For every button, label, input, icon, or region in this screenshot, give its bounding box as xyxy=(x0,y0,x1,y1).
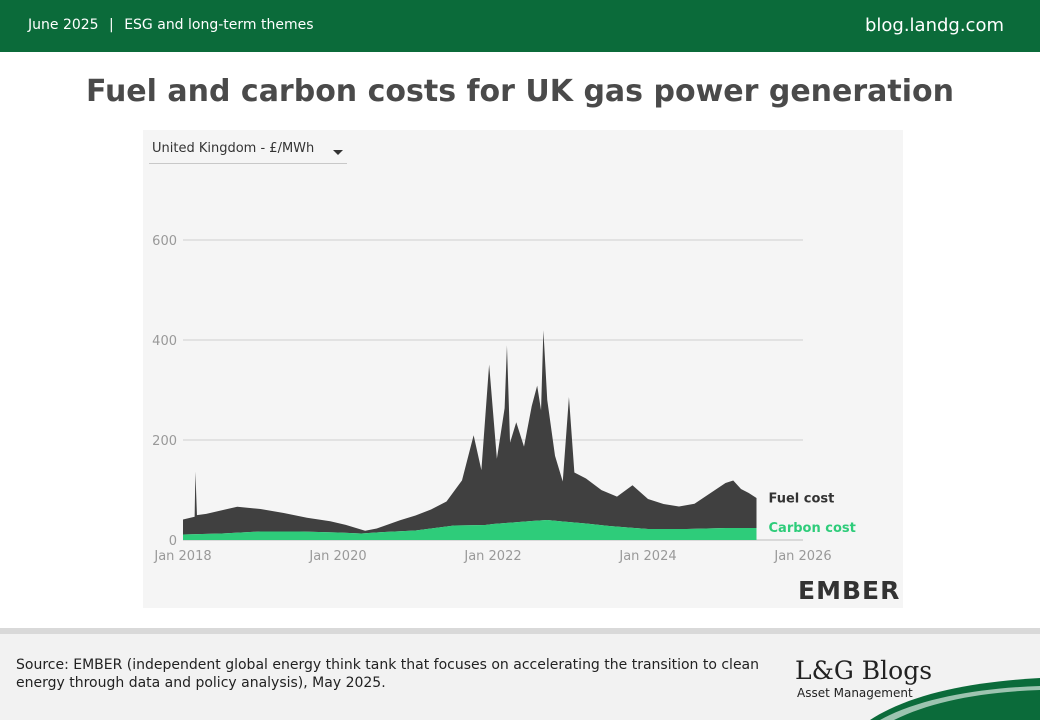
carbon-cost-area xyxy=(183,520,757,540)
header-separator: | xyxy=(109,17,114,33)
chevron-down-icon xyxy=(333,150,343,155)
x-tick-label: Jan 2018 xyxy=(153,549,211,564)
country-unit-dropdown[interactable]: United Kingdom - £/MWh xyxy=(149,138,347,164)
chart-panel: 0 200 400 600 Jan 2018 Jan 2020 Jan 2022 Jan 20… xyxy=(143,130,903,608)
x-tick-label: Jan 2024 xyxy=(618,549,676,564)
header-category[interactable]: ESG and long-term themes xyxy=(124,17,314,33)
footer: Source: EMBER (independent global energy… xyxy=(0,634,1040,720)
y-tick-label: 0 xyxy=(169,534,177,549)
brand-swoosh xyxy=(870,678,1040,720)
y-tick-label: 600 xyxy=(152,234,177,249)
header-meta: June 2025 | ESG and long-term themes xyxy=(28,17,314,33)
top-bar: June 2025 | ESG and long-term themes blo… xyxy=(0,0,1040,52)
legend-fuel-cost: Fuel cost xyxy=(769,492,835,507)
x-tick-label: Jan 2022 xyxy=(463,549,521,564)
header-date: June 2025 xyxy=(28,17,99,33)
site-link[interactable]: blog.landg.com xyxy=(864,15,1004,36)
fuel-cost-area xyxy=(183,330,757,535)
source-note: Source: EMBER (independent global energy… xyxy=(16,657,760,691)
brand-subtitle: Asset Management xyxy=(797,686,913,700)
brand-logo[interactable]: L&G Blogs xyxy=(795,656,933,685)
legend-carbon-cost: Carbon cost xyxy=(769,521,856,536)
y-tick-label: 200 xyxy=(152,434,177,449)
footer-divider xyxy=(0,628,1040,634)
page-title: Fuel and carbon costs for UK gas power g… xyxy=(85,74,955,109)
ember-logo: EMBER xyxy=(798,576,901,605)
area-chart: 0 200 400 600 Jan 2018 Jan 2020 Jan 2022 Jan 20… xyxy=(152,234,856,564)
x-tick-label: Jan 2020 xyxy=(308,549,366,564)
x-tick-label: Jan 2026 xyxy=(773,549,831,564)
dropdown-value: United Kingdom - £/MWh xyxy=(152,141,315,156)
y-tick-label: 400 xyxy=(152,334,177,349)
